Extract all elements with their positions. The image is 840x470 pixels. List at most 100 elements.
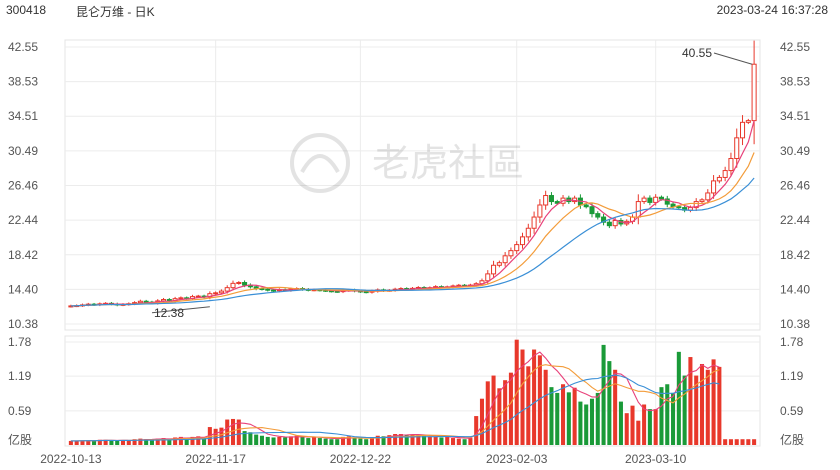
candle bbox=[693, 201, 699, 209]
volume-bar bbox=[387, 435, 392, 445]
volume-bar bbox=[248, 432, 253, 445]
candle bbox=[635, 201, 641, 218]
stock-code: 300418 bbox=[6, 3, 47, 17]
stock-name-period[interactable]: 昆仑万维 - 日K bbox=[76, 5, 155, 19]
candle bbox=[548, 195, 554, 203]
candle bbox=[485, 273, 491, 282]
price-panel-frame bbox=[64, 39, 761, 331]
volume-bar bbox=[694, 375, 699, 445]
low-price-label: 12.38 bbox=[154, 306, 184, 320]
volume-bar bbox=[115, 440, 120, 445]
price-tick-left: 10.38 bbox=[8, 317, 38, 331]
volume-tick-right: 1.19 bbox=[780, 369, 804, 383]
volume-bar bbox=[80, 440, 85, 445]
candle bbox=[595, 213, 601, 218]
volume-bar bbox=[618, 401, 623, 445]
candle bbox=[519, 236, 526, 246]
price-tick-left: 34.51 bbox=[8, 109, 38, 123]
volume-bar bbox=[682, 375, 687, 445]
volume-bar bbox=[306, 438, 311, 445]
date-tick: 2022-12-22 bbox=[330, 452, 392, 466]
price-tick-right: 38.53 bbox=[780, 75, 810, 89]
volume-bar bbox=[393, 434, 398, 445]
volume-bar bbox=[410, 434, 415, 445]
volume-bar bbox=[242, 431, 247, 445]
watermark: 老虎社區 bbox=[290, 133, 524, 193]
volume-bar bbox=[213, 428, 218, 445]
volume-bar bbox=[346, 436, 351, 445]
volume-bar bbox=[329, 439, 334, 445]
volume-bar bbox=[584, 404, 589, 445]
volume-bar bbox=[236, 419, 241, 445]
candle bbox=[265, 288, 271, 291]
volume-bar bbox=[254, 434, 259, 445]
price-tick-left: 14.40 bbox=[8, 282, 38, 296]
candle bbox=[271, 289, 277, 292]
candle bbox=[716, 176, 722, 182]
candle bbox=[543, 195, 549, 206]
volume-bar bbox=[699, 363, 705, 445]
price-tick-left: 26.46 bbox=[8, 179, 38, 193]
high-marker-line bbox=[713, 52, 753, 65]
candle bbox=[647, 197, 653, 203]
price-tick-left: 22.44 bbox=[8, 213, 38, 227]
volume-bar bbox=[294, 435, 299, 445]
volume-tick-right: 1.78 bbox=[780, 335, 804, 349]
volume-bar bbox=[398, 434, 403, 445]
candle bbox=[491, 264, 497, 275]
volume-bar bbox=[653, 409, 658, 445]
volume-bar bbox=[364, 439, 369, 445]
candle bbox=[751, 63, 757, 122]
volume-bar bbox=[595, 392, 600, 445]
volume-bar bbox=[68, 440, 73, 445]
volume-bar bbox=[155, 438, 160, 445]
volume-bar bbox=[537, 355, 542, 445]
candle bbox=[334, 290, 340, 293]
price-tick-right: 34.51 bbox=[780, 109, 810, 123]
volume-bar bbox=[630, 405, 635, 445]
volume-bar bbox=[526, 366, 531, 445]
volume-bar bbox=[161, 438, 166, 445]
price-tick-right: 42.55 bbox=[780, 40, 810, 54]
volume-bar bbox=[126, 440, 131, 445]
volume-bar bbox=[381, 436, 386, 445]
volume-bar bbox=[92, 440, 97, 445]
volume-tick-left: 0.59 bbox=[8, 404, 32, 418]
volume-bar bbox=[132, 439, 137, 445]
volume-bar bbox=[601, 344, 606, 445]
date-tick: 2023-03-10 bbox=[625, 452, 687, 466]
volume-bar bbox=[636, 420, 641, 445]
volume-ma20-line bbox=[70, 374, 720, 442]
volume-bar bbox=[265, 436, 270, 445]
candle bbox=[612, 220, 618, 227]
volume-bar bbox=[288, 436, 293, 445]
candle bbox=[745, 120, 751, 123]
volume-bar bbox=[752, 439, 757, 445]
volume-bar bbox=[723, 439, 728, 445]
volume-bar bbox=[433, 436, 438, 445]
candle bbox=[496, 262, 502, 266]
candle bbox=[166, 299, 172, 302]
candle bbox=[583, 204, 589, 208]
volume-bar bbox=[734, 439, 739, 445]
volume-bar bbox=[312, 437, 317, 445]
volume-bar bbox=[74, 440, 79, 445]
volume-bar bbox=[207, 427, 212, 445]
volume-bar bbox=[369, 437, 374, 445]
volume-tick-right: 0.59 bbox=[780, 404, 804, 418]
volume-bar bbox=[190, 436, 195, 445]
volume-bar bbox=[103, 439, 108, 445]
candle bbox=[606, 221, 612, 227]
volume-bar bbox=[323, 438, 328, 445]
volume-bar bbox=[283, 437, 288, 445]
volume-bar bbox=[230, 418, 236, 445]
volume-ma5-line bbox=[70, 351, 720, 442]
volume-bar bbox=[688, 357, 693, 445]
candle bbox=[739, 121, 746, 139]
candle bbox=[705, 192, 711, 201]
price-tick-right: 22.44 bbox=[780, 213, 810, 227]
volume-bar bbox=[86, 440, 91, 445]
candle bbox=[601, 216, 607, 223]
volume-bar bbox=[439, 437, 444, 445]
